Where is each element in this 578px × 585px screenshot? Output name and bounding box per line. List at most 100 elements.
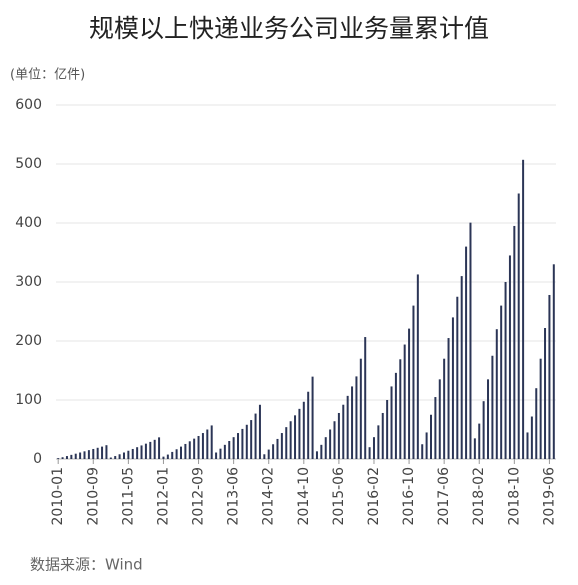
bar: [469, 222, 472, 459]
bar: [337, 412, 340, 459]
bar: [408, 328, 411, 459]
bar: [311, 376, 314, 459]
bar: [478, 423, 481, 459]
x-tick-label: 2016-10: [401, 467, 417, 526]
bar: [228, 441, 231, 459]
chart-title: 规模以上快递业务公司业务量累计值: [89, 14, 489, 43]
bar: [175, 449, 178, 459]
bar: [263, 454, 266, 459]
bar: [294, 415, 297, 459]
bar: [302, 401, 305, 459]
y-tick-label: 300: [15, 274, 42, 290]
bar: [184, 443, 187, 459]
bar: [535, 388, 538, 459]
bar: [447, 338, 450, 459]
bar: [258, 404, 261, 459]
bar: [140, 445, 143, 459]
x-tick-label: 2018-02: [471, 467, 487, 526]
y-tick-label: 200: [15, 333, 42, 349]
x-tick-label: 2012-01: [155, 467, 171, 526]
bar: [109, 457, 112, 459]
bar: [544, 328, 547, 459]
y-tick-label: 600: [15, 97, 42, 113]
bar: [526, 432, 529, 459]
bar: [451, 317, 454, 459]
bar: [267, 449, 270, 459]
bar: [438, 379, 441, 459]
bar: [552, 264, 555, 459]
bar: [87, 450, 90, 459]
x-tick-label: 2017-06: [436, 467, 452, 526]
bar: [416, 274, 419, 459]
bar: [430, 414, 432, 459]
bar: [65, 456, 68, 459]
y-tick-label: 100: [15, 392, 42, 408]
bar: [171, 451, 174, 459]
x-tick-label: 2013-06: [226, 467, 242, 526]
bar: [210, 425, 213, 459]
bar: [307, 391, 310, 459]
bar: [381, 412, 384, 459]
bar: [346, 395, 349, 459]
bar: [482, 401, 485, 459]
bar: [508, 255, 511, 459]
bar: [70, 454, 73, 459]
y-tick-label: 0: [33, 451, 42, 467]
bar: [122, 452, 125, 459]
bar: [491, 355, 494, 459]
bar: [355, 376, 358, 459]
bar: [473, 438, 476, 459]
bar: [96, 447, 99, 459]
bar: [180, 446, 182, 459]
bar: [513, 225, 516, 459]
x-tick-label: 2019-06: [541, 467, 557, 526]
bar: [83, 451, 86, 459]
bar: [443, 358, 446, 459]
bar: [377, 425, 380, 459]
source-note: 数据来源：Wind: [30, 556, 143, 574]
bar: [158, 437, 161, 459]
bar: [289, 421, 292, 459]
bar: [101, 446, 104, 459]
bar: [425, 432, 428, 459]
x-tick-label: 2012-09: [191, 467, 207, 526]
x-tick-label: 2018-10: [506, 467, 522, 526]
bar: [61, 457, 64, 459]
unit-label: (单位：亿件): [10, 68, 85, 83]
bar: [351, 386, 354, 459]
bar: [250, 420, 253, 459]
bar: [144, 443, 147, 459]
bar: [162, 456, 165, 459]
bar: [465, 246, 468, 459]
bar: [201, 433, 204, 459]
bar: [241, 428, 244, 459]
bar: [232, 437, 235, 459]
bar: [315, 451, 318, 459]
bar: [329, 429, 332, 459]
bar: [394, 372, 397, 459]
x-tick-label: 2010-01: [50, 467, 66, 526]
bar: [517, 193, 520, 459]
bar: [114, 456, 117, 459]
bar: [254, 413, 257, 459]
bar: [118, 454, 121, 459]
bar: [456, 296, 459, 459]
bar: [92, 448, 95, 459]
bar: [390, 386, 393, 459]
bar: [399, 359, 402, 459]
bar: [333, 421, 336, 459]
bar: [153, 439, 156, 459]
bar: [74, 453, 77, 459]
bar: [223, 444, 226, 459]
bar: [57, 458, 60, 459]
bar: [188, 441, 191, 459]
bar: [386, 400, 389, 459]
bar: [206, 429, 209, 459]
bar: [412, 305, 415, 459]
bar: [197, 435, 200, 459]
bar: [500, 305, 503, 459]
bar: [434, 397, 437, 459]
bar: [421, 444, 424, 459]
bar: [548, 294, 551, 459]
